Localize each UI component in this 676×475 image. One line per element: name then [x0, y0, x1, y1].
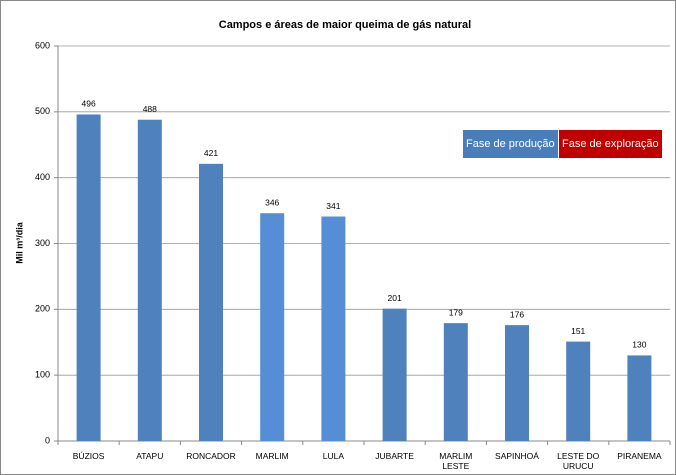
legend-item: Fase de exploração [559, 130, 662, 158]
data-label: 130 [632, 340, 646, 350]
bar [199, 163, 223, 441]
bar [76, 114, 101, 441]
bar [382, 308, 407, 441]
y-tick-label: 500 [35, 106, 50, 116]
bar [137, 119, 162, 441]
bar [321, 216, 346, 441]
x-tick-label: RONCADOR [186, 451, 236, 461]
x-tick-label: LESTE DO URUCU [557, 451, 600, 471]
bar [443, 323, 468, 441]
x-tick-label: SAPINHOÁ [495, 451, 539, 461]
y-tick-label: 0 [45, 435, 50, 445]
bar [260, 213, 285, 441]
data-label: 421 [204, 148, 218, 158]
bar [627, 355, 652, 441]
y-tick-label: 200 [35, 304, 50, 314]
bar [505, 325, 529, 441]
chart-title: Campos e áreas de maior queima de gás na… [219, 19, 471, 31]
x-tick-label: PIRANEMA [617, 451, 662, 461]
data-label: 341 [326, 201, 340, 211]
y-tick-label: 100 [35, 370, 50, 380]
x-tick-label: MARLIM [255, 451, 289, 461]
data-label: 496 [82, 99, 96, 109]
y-tick-label: 300 [35, 238, 50, 248]
x-tick-label: JUBARTE [375, 451, 414, 461]
data-label: 201 [388, 293, 402, 303]
x-tick-label: ATAPU [136, 451, 164, 461]
legend-item: Fase de produção [463, 130, 558, 158]
x-tick-label: MARLIM LESTE [439, 451, 473, 471]
x-tick-label: LULA [322, 451, 345, 461]
y-axis-label: Mil m³/dia [14, 221, 24, 263]
y-tick-label: 400 [35, 172, 50, 182]
data-label: 179 [449, 307, 463, 317]
x-tick-label: BÚZIOS [72, 451, 105, 461]
data-label: 346 [265, 197, 279, 207]
data-label: 176 [510, 309, 524, 319]
bar [566, 341, 591, 441]
y-tick-label: 600 [35, 40, 50, 50]
data-label: 151 [571, 326, 585, 336]
data-label: 488 [143, 104, 157, 114]
